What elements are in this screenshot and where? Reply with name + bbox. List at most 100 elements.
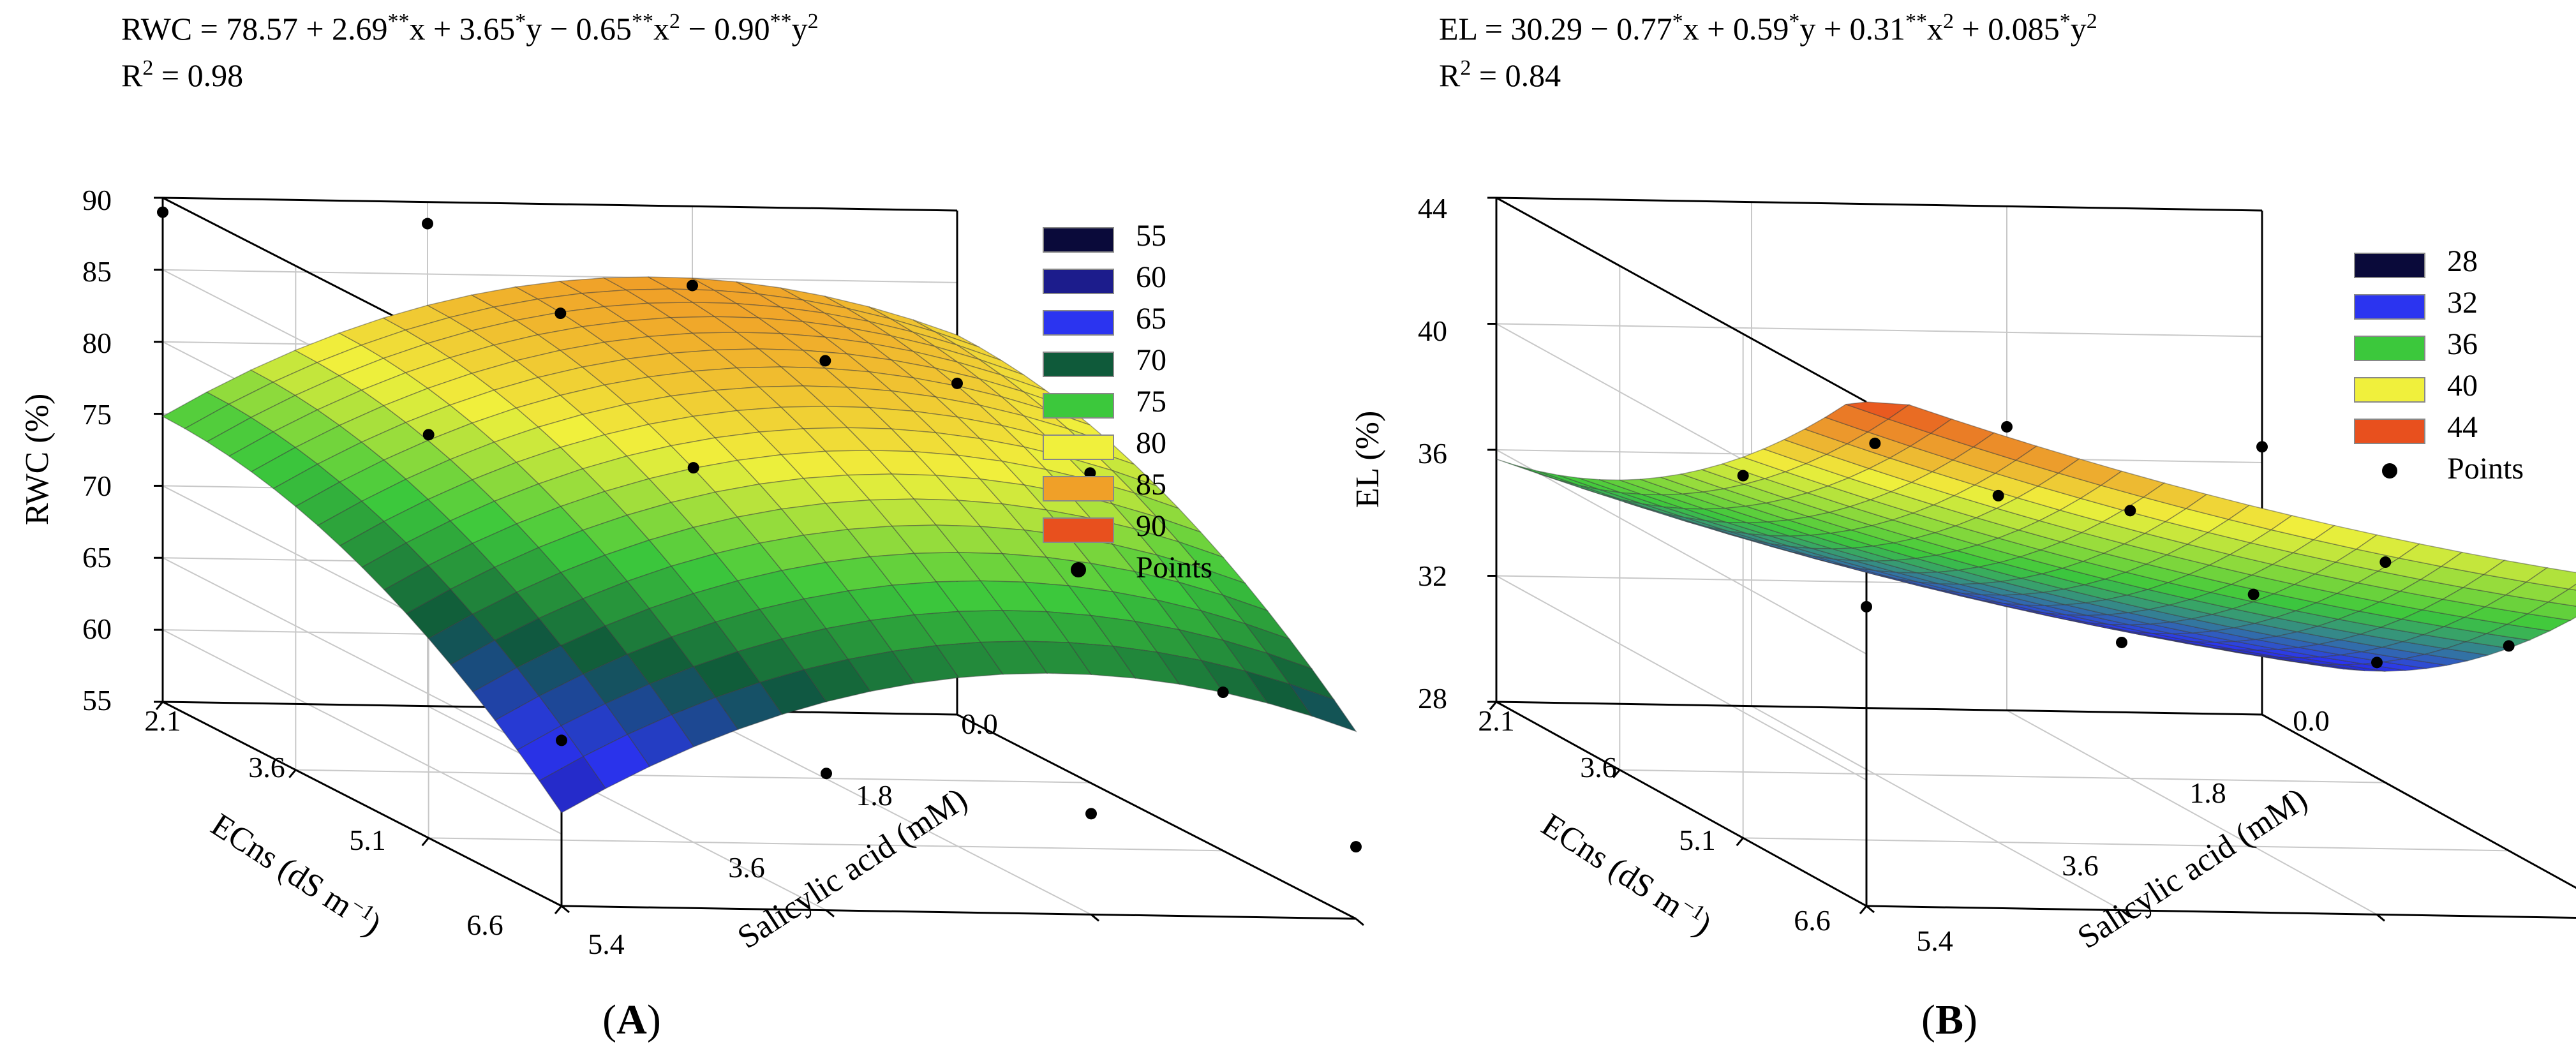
grid-line — [2006, 709, 2378, 916]
legend-points-label: Points — [2447, 452, 2524, 486]
legend-swatch — [1043, 269, 1114, 294]
panel-a-ztick: 70 — [82, 470, 112, 502]
panel-a-ztick: 80 — [82, 327, 112, 359]
y-tick-mark — [561, 905, 570, 914]
data-point — [821, 768, 832, 780]
data-point — [2256, 441, 2268, 453]
data-point — [2116, 636, 2127, 648]
axis-edge — [2261, 713, 2576, 889]
data-point — [819, 355, 831, 367]
legend-swatch — [2354, 419, 2425, 444]
legend-swatch — [1043, 476, 1114, 501]
axis-edge — [162, 701, 562, 907]
panel-a-y-axis-title: Salicylic acid (mM) — [731, 781, 974, 956]
y-tick-mark — [1355, 917, 1364, 926]
panel-b-legend: 28 32 36 40 44 Points — [2354, 244, 2524, 486]
data-point — [2371, 657, 2383, 669]
panel-b-y-ticks: 0.0 1.8 3.6 5.4 — [1916, 704, 2330, 957]
data-point — [555, 308, 567, 320]
surface-cell — [803, 658, 872, 702]
data-point — [1992, 489, 2004, 501]
surface-cell — [2014, 445, 2081, 474]
data-point — [2247, 588, 2260, 600]
data-point — [1085, 808, 1097, 820]
y-tick-mark — [826, 909, 835, 917]
x-tick-mark — [1859, 905, 1868, 914]
panel-b-ytick: 1.8 — [2189, 776, 2226, 809]
panel-a-ztick: 65 — [82, 541, 112, 574]
panel-b-xtick: 6.6 — [1794, 904, 1831, 937]
legend-label: 44 — [2447, 410, 2478, 444]
surface-cell — [2440, 551, 2506, 575]
legend-swatch — [1043, 227, 1114, 253]
grid-line — [295, 769, 1091, 783]
legend-swatch — [1043, 310, 1114, 336]
data-point — [687, 462, 699, 474]
axis-edge — [1496, 701, 1867, 907]
axis-edge — [957, 713, 1357, 920]
data-point — [2124, 505, 2136, 517]
panel-a-ytick: 1.8 — [856, 779, 893, 812]
surface-cell — [671, 697, 739, 748]
x-tick-mark — [421, 837, 429, 847]
grid-line — [427, 705, 827, 911]
surface-cell — [583, 734, 651, 789]
grid-line — [1496, 449, 1867, 655]
panel-b-x-ticks: 2.1 3.6 5.1 6.6 — [1478, 704, 1831, 937]
panel-a-xtick: 5.1 — [349, 824, 386, 856]
legend-swatch — [2354, 336, 2425, 361]
panel-b-z-axis-title: EL (%) — [1350, 411, 1386, 509]
surface-cell — [2312, 524, 2378, 550]
panel-a-ztick: 85 — [82, 255, 112, 288]
panel-a-ztick: 75 — [82, 398, 112, 431]
panel-b-ytick: 3.6 — [2062, 849, 2099, 882]
legend-label: 65 — [1136, 302, 1166, 336]
panel-b-xtick: 2.1 — [1478, 704, 1515, 737]
panel-a-y-ticks: 0.0 1.8 3.6 5.4 — [588, 708, 998, 960]
panel-a-xtick: 2.1 — [144, 704, 181, 737]
data-point — [2503, 640, 2515, 652]
panel-a-r2: R2 = 0.98 — [121, 56, 243, 94]
legend-points-marker — [2382, 463, 2397, 479]
legend-label: 40 — [2447, 369, 2478, 403]
panel-a-rwc: RWC = 78.57 + 2.69**x + 3.65*y − 0.65**x… — [19, 10, 1364, 1043]
surface-cell — [2142, 482, 2208, 509]
grid-line — [1743, 837, 2509, 852]
grid-line — [162, 629, 562, 835]
surface-cell — [2185, 493, 2251, 520]
surface-cell — [1930, 418, 1995, 448]
x-tick-mark — [1489, 701, 1498, 710]
surface-cell — [2057, 458, 2123, 486]
axis-edge — [561, 905, 1357, 920]
data-point — [687, 279, 698, 292]
panel-b-ytick: 0.0 — [2293, 704, 2330, 737]
panel-b-ztick: 36 — [1418, 437, 1447, 470]
panel-a-xtick: 6.6 — [466, 909, 503, 941]
panel-a-legend: 55 60 65 70 75 80 85 90 Points — [1043, 219, 1212, 584]
axis-edge — [1496, 701, 2263, 716]
axis-edge — [1496, 197, 1867, 403]
grid-line — [2261, 714, 2576, 889]
legend-label: 85 — [1136, 468, 1166, 501]
data-point — [422, 218, 433, 230]
legend-swatch — [1043, 393, 1114, 419]
grid-line — [1619, 769, 2386, 783]
data-point — [1084, 467, 1096, 479]
surface-cell — [539, 755, 607, 813]
panel-b-xtick: 5.1 — [1679, 824, 1716, 856]
grid-line — [692, 709, 1092, 916]
panel-b-z-ticks: 28 32 36 40 44 — [1418, 192, 1447, 715]
data-point — [1861, 600, 1872, 613]
legend-label: 28 — [2447, 244, 2478, 278]
surface-cell — [1112, 645, 1180, 685]
grid-line — [1496, 575, 1867, 781]
grid-line — [428, 837, 1223, 852]
data-point — [2379, 556, 2392, 568]
panel-a-z-axis-title: RWC (%) — [19, 394, 56, 526]
legend-label: 75 — [1136, 385, 1166, 419]
surface-cell — [1024, 641, 1092, 675]
legend-points-label: Points — [1136, 551, 1212, 584]
surface-cell — [2397, 543, 2464, 567]
panel-b-ztick: 32 — [1418, 560, 1447, 592]
